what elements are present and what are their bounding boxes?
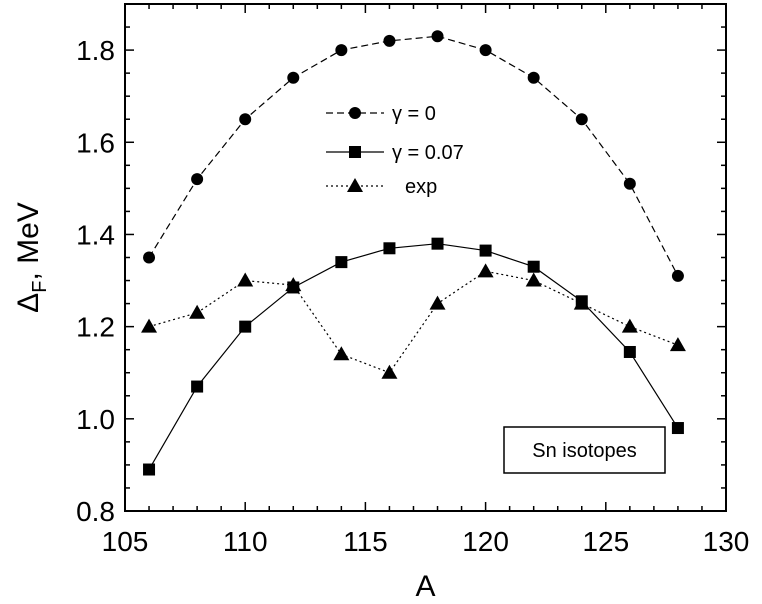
series-2-line bbox=[148, 243, 679, 470]
x-tick-label: 105 bbox=[102, 526, 149, 557]
series-3-point bbox=[237, 272, 254, 287]
y-tick-label: 1.0 bbox=[76, 404, 115, 435]
series-3-point bbox=[189, 304, 206, 319]
series-1-point bbox=[239, 113, 252, 126]
series-1-point bbox=[671, 269, 684, 282]
series-3-point bbox=[573, 295, 590, 310]
series-1-point bbox=[383, 34, 396, 47]
series-1-point bbox=[623, 177, 636, 190]
series-3-point bbox=[285, 277, 302, 292]
series-2-point bbox=[335, 256, 348, 269]
series-2-point bbox=[383, 242, 396, 255]
y-tick-label: 1.8 bbox=[76, 35, 115, 66]
series-2-point bbox=[431, 237, 444, 250]
annotation-label: Sn isotopes bbox=[532, 440, 637, 462]
series-3-point bbox=[381, 364, 398, 379]
series-2-point bbox=[623, 345, 636, 358]
legend-marker bbox=[349, 107, 361, 119]
legend-marker bbox=[349, 146, 361, 158]
series-1-point bbox=[335, 44, 348, 57]
series-3-point bbox=[477, 263, 494, 278]
series-3-point bbox=[621, 318, 638, 333]
series-2-point bbox=[191, 380, 204, 393]
series-3-point bbox=[429, 295, 446, 310]
series-2-point bbox=[671, 422, 684, 435]
legend-label: γ = 0 bbox=[392, 103, 436, 125]
y-axis-title-suffix: , MeV bbox=[12, 202, 45, 280]
y-tick-label: 1.4 bbox=[76, 219, 115, 250]
x-tick-label: 130 bbox=[703, 526, 750, 557]
x-axis-title: A bbox=[415, 570, 435, 603]
y-axis-title-subscript: F bbox=[29, 281, 51, 293]
y-tick-label: 0.8 bbox=[76, 496, 115, 527]
y-axis-title: ΔF, MeV bbox=[12, 202, 51, 313]
series-1-point bbox=[143, 251, 156, 264]
series-1-point bbox=[191, 173, 204, 186]
series-3-point bbox=[141, 318, 158, 333]
plot-marks bbox=[141, 30, 686, 476]
x-tick-label: 110 bbox=[223, 526, 268, 557]
series-2-point bbox=[527, 260, 540, 273]
series-2-point bbox=[479, 244, 492, 257]
y-tick-label: 1.2 bbox=[76, 312, 115, 343]
series-3-point bbox=[333, 346, 350, 361]
y-tick-label: 1.6 bbox=[76, 127, 115, 158]
axis-ticks: 105 110 115 120 125 130 0.8 1.0 1.2 1.4 1.6 1.8 bbox=[76, 3, 750, 557]
annotation-frame bbox=[503, 426, 666, 474]
y-axis-title-symbol: Δ bbox=[12, 293, 45, 313]
series-1-point bbox=[431, 30, 444, 43]
series-3-line bbox=[148, 270, 679, 374]
series-1-point bbox=[575, 113, 588, 126]
legend-label: exp bbox=[405, 176, 437, 198]
x-tick-label: 120 bbox=[462, 526, 509, 557]
series-1-line bbox=[148, 35, 679, 277]
legend: γ = 0 γ = 0.07 exp bbox=[326, 103, 464, 198]
annotation-box: Sn isotopes bbox=[503, 426, 666, 474]
x-tick-label: 115 bbox=[343, 526, 388, 557]
legend-label: γ = 0.07 bbox=[392, 142, 464, 164]
legend-marker bbox=[347, 178, 363, 192]
series-1-point bbox=[479, 44, 492, 57]
series-1-point bbox=[527, 71, 540, 84]
x-tick-label: 125 bbox=[582, 526, 629, 557]
series-3-point bbox=[669, 337, 686, 352]
series-2-point bbox=[239, 320, 252, 333]
series-3-point bbox=[525, 272, 542, 287]
series-2-point bbox=[143, 463, 156, 476]
series-1-point bbox=[287, 71, 300, 84]
